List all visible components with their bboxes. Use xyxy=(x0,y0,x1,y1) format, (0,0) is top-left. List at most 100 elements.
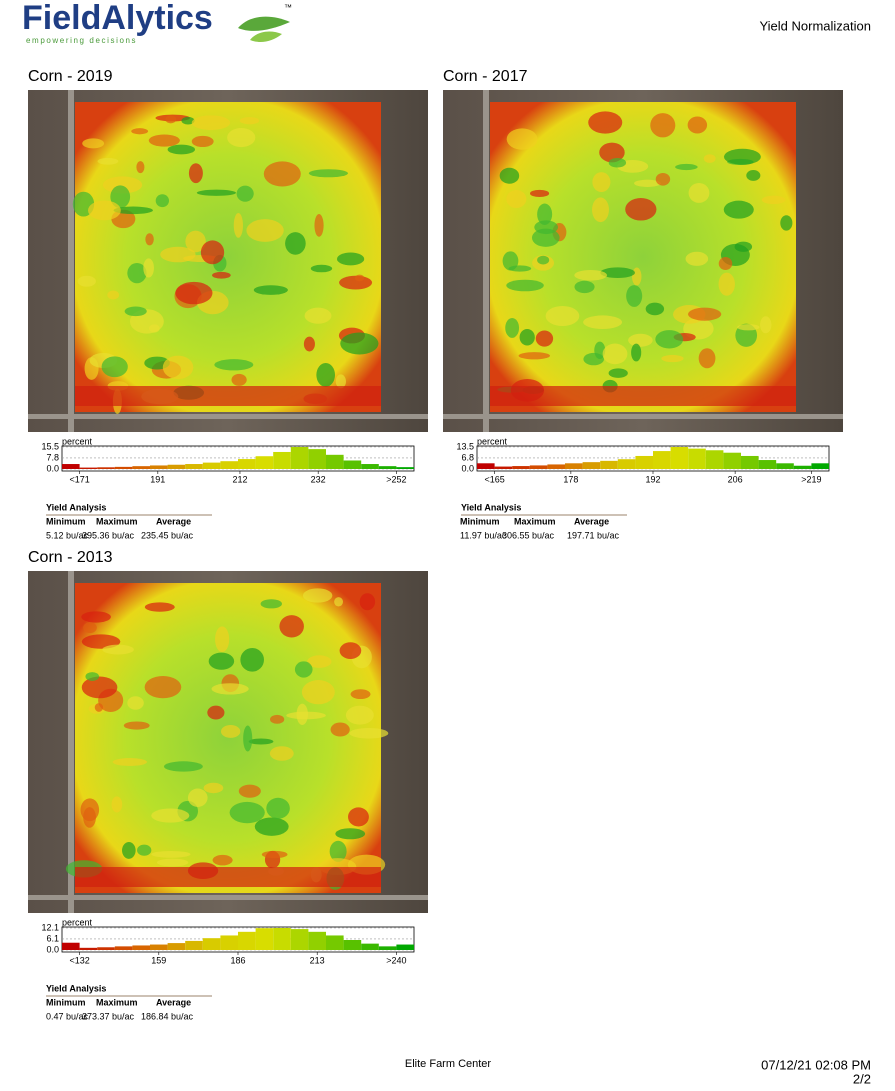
yield-patch xyxy=(137,844,152,856)
yield-patch xyxy=(583,315,623,329)
yield-patch xyxy=(88,200,121,221)
yield-patch xyxy=(545,305,580,327)
histogram-bar xyxy=(361,464,379,469)
histogram-bar xyxy=(62,942,80,950)
yield-patch xyxy=(723,148,761,165)
tagline: empowering decisions xyxy=(26,36,137,45)
yield-patch xyxy=(260,599,282,609)
x-tick-label: <165 xyxy=(484,474,504,484)
y-tick-label: 0.0 xyxy=(46,944,59,954)
histogram-bar xyxy=(220,461,238,469)
road xyxy=(68,90,74,432)
yield-patch xyxy=(608,368,628,378)
yield-patch xyxy=(175,281,213,305)
x-tick-label: >219 xyxy=(801,474,821,484)
yield-patch xyxy=(345,705,374,725)
yield-patch xyxy=(645,302,665,316)
histogram-bar xyxy=(529,465,548,469)
x-tick-label: 192 xyxy=(645,474,660,484)
yield-patch xyxy=(734,241,753,252)
y-tick-label: 15.5 xyxy=(41,441,59,451)
analysis-header: Average xyxy=(156,516,191,526)
yield-patch xyxy=(185,230,206,253)
yield-patch xyxy=(354,274,365,282)
yield-patch xyxy=(518,352,550,360)
yield-patch xyxy=(574,280,595,294)
histogram-bar xyxy=(326,935,344,950)
yield-map xyxy=(28,90,428,432)
yield-patch xyxy=(296,703,308,725)
x-tick-label: 212 xyxy=(232,474,247,484)
histogram-bar xyxy=(308,931,326,950)
histogram-bar xyxy=(565,463,583,469)
analysis-header: Maximum xyxy=(96,997,138,1007)
yield-patch xyxy=(227,127,256,148)
yield-patch xyxy=(107,290,120,300)
yield-patch xyxy=(335,374,346,389)
histogram-bar xyxy=(793,465,812,469)
histogram-bar xyxy=(811,463,829,469)
histogram-bar xyxy=(600,460,618,469)
yield-patch xyxy=(588,111,623,134)
yield-patch xyxy=(308,169,349,178)
histogram-bar xyxy=(132,466,150,469)
histogram-y-label: percent xyxy=(477,436,508,446)
footer-center: Elite Farm Center xyxy=(405,1058,492,1070)
y-tick-label: 6.8 xyxy=(461,452,474,462)
analysis-title: Yield Analysis xyxy=(461,502,521,512)
yield-patch xyxy=(203,782,224,794)
yield-patch xyxy=(156,858,189,867)
histogram-y-label: percent xyxy=(62,917,93,927)
footer-page: 2/2 xyxy=(853,1071,871,1086)
logo: FieldAlytics ™ empowering decisions xyxy=(22,0,292,45)
yield-patch xyxy=(97,157,119,165)
histogram-bar xyxy=(512,466,530,469)
yield-patch xyxy=(231,373,247,386)
analysis-title: Yield Analysis xyxy=(46,983,106,993)
yield-patch xyxy=(229,801,265,824)
histogram-bar xyxy=(378,946,397,950)
yield-patch xyxy=(279,615,304,638)
yield-patch xyxy=(519,329,535,346)
histogram-bar xyxy=(670,447,689,469)
analysis-header: Minimum xyxy=(460,516,500,526)
histogram-bar xyxy=(255,928,274,950)
yield-patch xyxy=(214,359,254,371)
yield-patch xyxy=(340,332,379,355)
yield-patch xyxy=(310,264,333,273)
yield-patch xyxy=(307,655,332,668)
yield-patch xyxy=(155,194,169,208)
yield-patch xyxy=(151,808,190,823)
histogram-bar xyxy=(132,945,150,950)
histogram-bar xyxy=(741,455,759,469)
yield-patch xyxy=(626,285,643,307)
yield-patch xyxy=(314,214,324,237)
yield-patch xyxy=(780,215,793,231)
yield-patch xyxy=(145,233,154,246)
histogram-bar xyxy=(150,465,168,469)
yield-patch xyxy=(592,197,609,223)
yield-patch xyxy=(718,272,735,296)
yield-patch xyxy=(243,725,253,752)
histogram-bar xyxy=(378,466,397,469)
histogram-bar xyxy=(396,467,414,469)
histogram-bar xyxy=(185,940,203,950)
yield-patch xyxy=(167,144,196,155)
yield-patch xyxy=(499,167,520,184)
yield-patch xyxy=(303,336,315,352)
yield-patch xyxy=(760,316,772,334)
yield-patch xyxy=(330,722,350,737)
yield-patch xyxy=(737,324,760,331)
low-yield-edge xyxy=(75,867,381,887)
yield-patch xyxy=(675,163,698,171)
yield-patch xyxy=(144,602,175,612)
x-tick-label: 159 xyxy=(151,955,166,965)
histogram-bar xyxy=(582,462,601,469)
yield-patch xyxy=(529,189,550,198)
x-tick-label: 232 xyxy=(311,474,326,484)
yield-patch xyxy=(148,324,160,333)
road xyxy=(28,895,428,900)
histogram-bar xyxy=(477,463,495,469)
